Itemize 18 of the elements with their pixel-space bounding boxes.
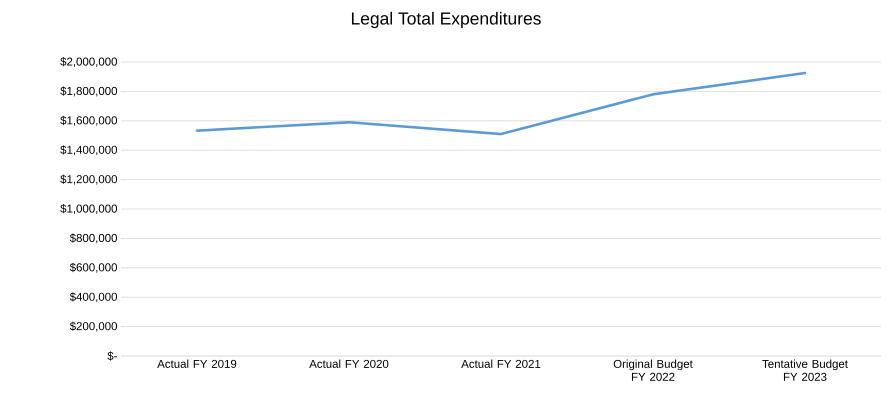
y-tick-label: $1,000,000: [60, 204, 118, 214]
y-tick-label: $1,800,000: [60, 86, 118, 96]
x-tick-label: Tentative Budget FY 2023: [762, 360, 848, 381]
y-tick-label: $200,000: [70, 322, 118, 332]
y-tick-label: $-: [107, 351, 117, 361]
x-tick-label: Actual FY 2021: [461, 360, 540, 368]
line-series: [196, 72, 806, 136]
x-tick-label: Actual FY 2020: [309, 360, 388, 368]
y-tick-label: $1,400,000: [60, 145, 118, 156]
y-tick-label: $2,000,000: [60, 57, 118, 67]
y-tick-label: $800,000: [70, 233, 118, 244]
x-tick-label: Original Budget FY 2022: [614, 360, 693, 381]
chart-title: Legal Total Expenditures: [352, 12, 541, 28]
y-tick-label: $600,000: [70, 262, 118, 273]
y-tick-label: $1,600,000: [60, 116, 118, 126]
x-tick-label: Actual FY 2019: [157, 360, 236, 368]
y-tick-label: $400,000: [70, 292, 118, 302]
y-tick-label: $1,200,000: [60, 174, 118, 185]
